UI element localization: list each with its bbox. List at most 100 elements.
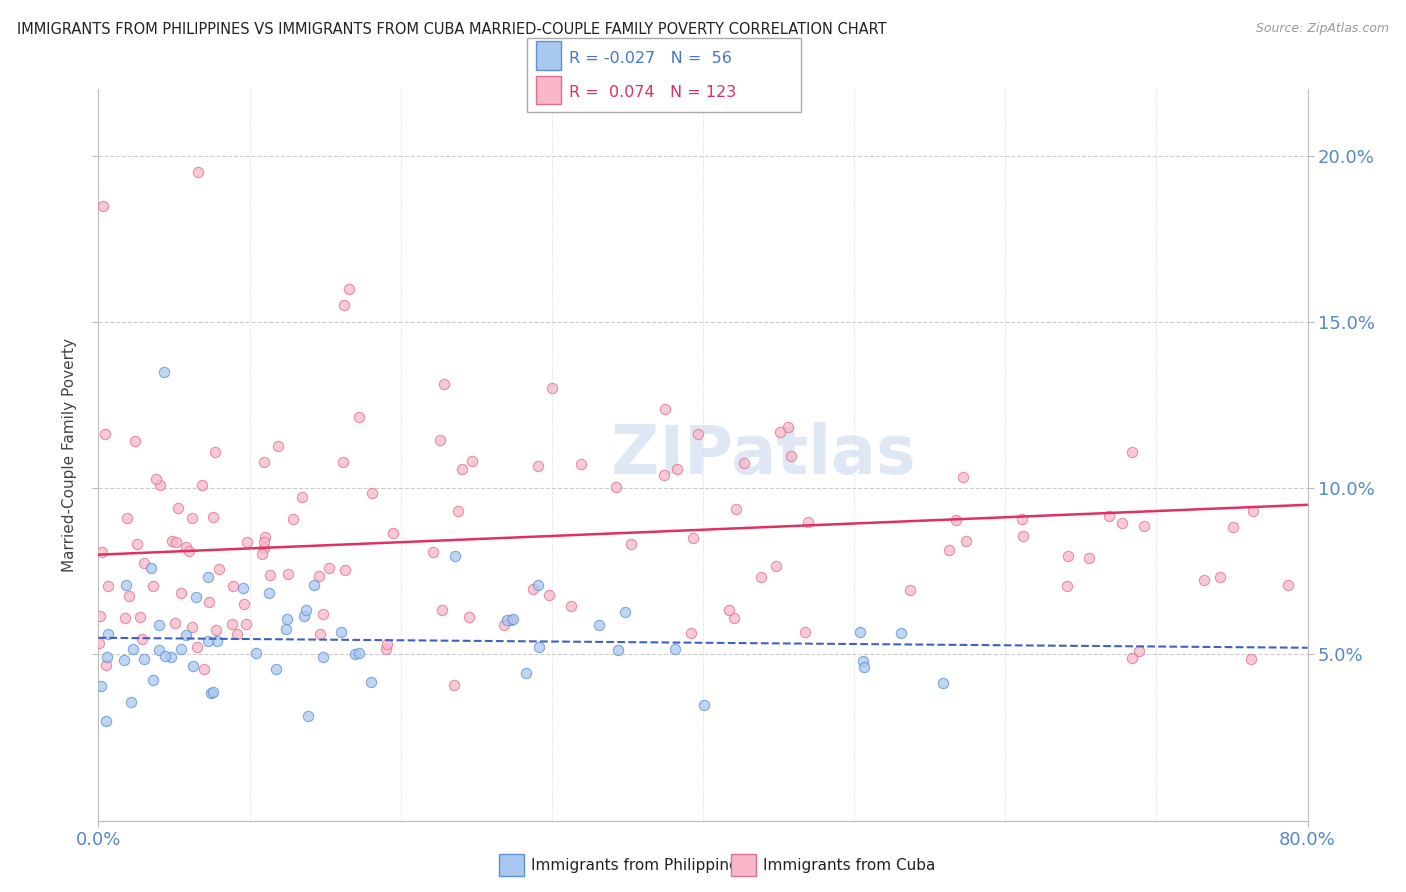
Point — [142, 673, 165, 688]
Point — [233, 598, 256, 612]
Point — [1077, 551, 1099, 566]
Point — [1240, 651, 1263, 665]
Point — [253, 455, 276, 469]
Point — [1111, 516, 1133, 530]
Point — [89, 608, 111, 623]
Point — [605, 480, 627, 494]
Point — [1011, 512, 1033, 526]
Point — [613, 605, 636, 619]
Point — [267, 439, 290, 453]
Point — [853, 659, 876, 673]
Point — [1208, 570, 1230, 584]
Y-axis label: Married-Couple Family Poverty: Married-Couple Family Poverty — [62, 338, 77, 572]
Point — [1241, 504, 1264, 518]
Text: Immigrants from Philippines: Immigrants from Philippines — [531, 858, 747, 872]
Point — [254, 530, 277, 544]
Point — [1222, 520, 1244, 534]
Point — [955, 534, 977, 549]
Point — [276, 612, 298, 626]
Point — [281, 512, 304, 526]
Point — [236, 535, 259, 549]
Point — [444, 549, 467, 563]
Point — [245, 646, 267, 660]
Point — [221, 616, 243, 631]
Point — [152, 365, 174, 379]
Point — [335, 563, 357, 577]
Point — [447, 503, 470, 517]
Point — [450, 462, 472, 476]
Point — [461, 454, 484, 468]
Point — [1121, 445, 1143, 459]
Point — [952, 470, 974, 484]
Point — [197, 570, 219, 584]
Point — [266, 662, 288, 676]
Point — [187, 165, 209, 179]
Point — [122, 641, 145, 656]
Point — [515, 666, 537, 681]
Point — [529, 640, 551, 654]
Point — [1011, 529, 1033, 543]
Point — [89, 635, 111, 649]
Point — [540, 381, 562, 395]
Point — [174, 628, 197, 642]
Point — [688, 426, 710, 441]
Point — [181, 658, 204, 673]
Point — [776, 419, 799, 434]
Point — [723, 611, 745, 625]
Point — [522, 582, 544, 596]
Point — [153, 648, 176, 663]
Point — [664, 642, 686, 657]
Point — [492, 618, 515, 632]
Point — [252, 547, 274, 561]
Point — [141, 561, 163, 575]
Point — [131, 632, 153, 646]
Point — [938, 543, 960, 558]
Point — [620, 537, 643, 551]
Point — [682, 531, 704, 545]
Point — [160, 534, 183, 549]
Text: Source: ZipAtlas.com: Source: ZipAtlas.com — [1256, 22, 1389, 36]
Point — [235, 616, 257, 631]
Text: Immigrants from Cuba: Immigrants from Cuba — [763, 858, 936, 872]
Point — [145, 473, 167, 487]
Point — [429, 433, 451, 447]
Point — [94, 427, 117, 442]
Point — [1277, 577, 1299, 591]
Text: IMMIGRANTS FROM PHILIPPINES VS IMMIGRANTS FROM CUBA MARRIED-COUPLE FAMILY POVERT: IMMIGRANTS FROM PHILIPPINES VS IMMIGRANT… — [17, 22, 887, 37]
Point — [502, 612, 524, 626]
Point — [433, 377, 456, 392]
Point — [717, 603, 740, 617]
Point — [312, 650, 335, 665]
Point — [197, 633, 219, 648]
Point — [749, 569, 772, 583]
Point — [797, 516, 820, 530]
Point — [890, 626, 912, 640]
Point — [849, 625, 872, 640]
Point — [337, 282, 360, 296]
Point — [120, 695, 142, 709]
Point — [96, 714, 118, 728]
Point — [114, 611, 136, 625]
Point — [443, 678, 465, 692]
Point — [142, 579, 165, 593]
Point — [97, 626, 120, 640]
Point — [654, 402, 676, 417]
Point — [202, 685, 225, 699]
Text: R = -0.027   N =  56: R = -0.027 N = 56 — [569, 51, 733, 66]
Point — [560, 599, 582, 614]
Point — [253, 535, 276, 549]
Point — [226, 626, 249, 640]
Point — [205, 634, 228, 648]
Point — [91, 198, 114, 212]
Point — [259, 586, 281, 600]
Point — [332, 455, 354, 469]
Point — [96, 658, 118, 673]
Point — [205, 623, 228, 637]
Point — [115, 578, 138, 592]
Point — [186, 640, 208, 655]
Point — [204, 444, 226, 458]
Point — [291, 490, 314, 504]
Point — [898, 583, 921, 598]
Point — [124, 434, 146, 448]
Point — [274, 622, 297, 636]
